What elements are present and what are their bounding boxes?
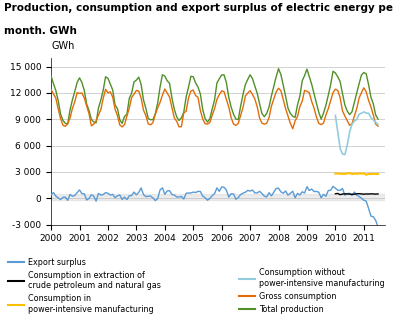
Text: GWh: GWh bbox=[51, 41, 74, 51]
Legend: Export surplus, Consumption in extraction of
crude petroleum and natural gas, Co: Export surplus, Consumption in extractio… bbox=[8, 258, 161, 314]
Text: month. GWh: month. GWh bbox=[4, 26, 77, 36]
Bar bbox=[51, 194, 385, 200]
Text: Production, consumption and export surplus of electric energy per: Production, consumption and export surpl… bbox=[4, 3, 393, 13]
Legend: Consumption without
power-intensive manufacturing, Gross consumption, Total prod: Consumption without power-intensive manu… bbox=[239, 268, 385, 314]
